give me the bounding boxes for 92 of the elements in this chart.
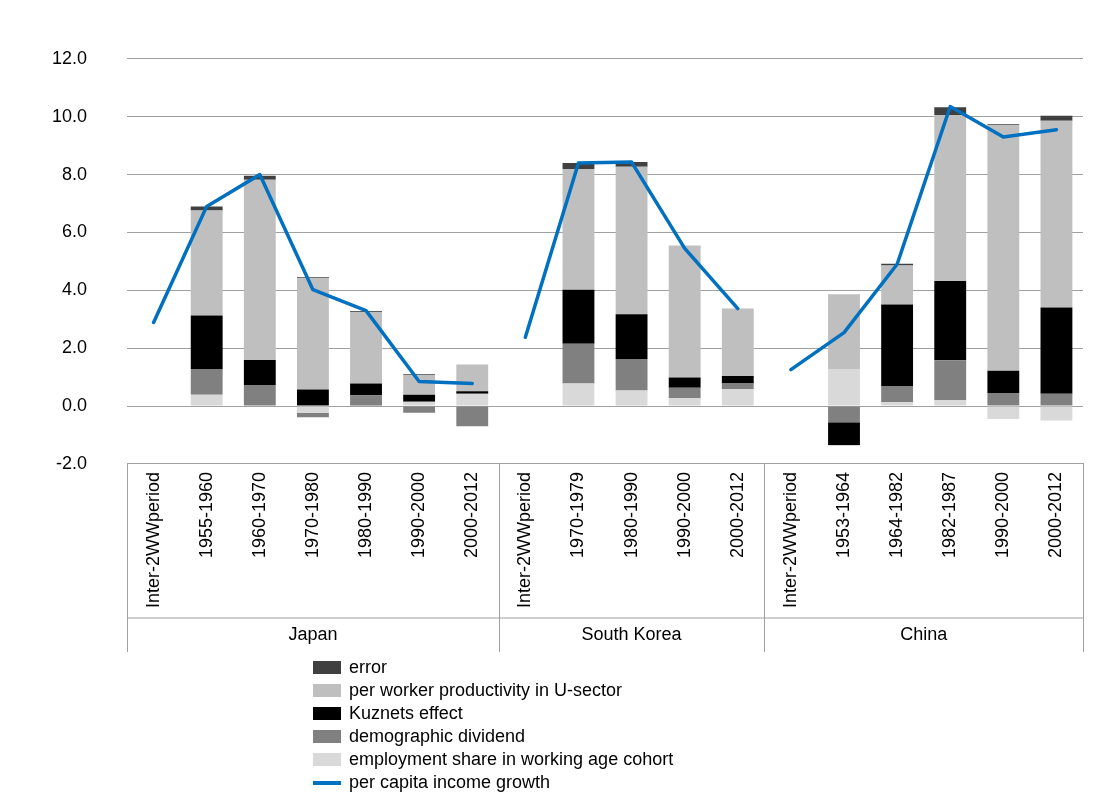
bar (403, 401, 436, 406)
y-tick-label: 8.0 (62, 163, 88, 184)
bar (987, 125, 1020, 371)
bar (350, 395, 382, 406)
x-tick-label: Inter-2WWperiod (779, 471, 800, 609)
bar (668, 377, 701, 388)
bar (190, 210, 223, 316)
bar (456, 393, 489, 406)
bar (243, 179, 276, 361)
y-tick-label: 6.0 (62, 221, 88, 242)
bar (562, 383, 595, 406)
x-tick-label: 1990-2000 (673, 471, 694, 559)
bar (828, 369, 860, 406)
x-tick-label: 1982-1987 (939, 471, 960, 559)
bar (1040, 115, 1073, 121)
x-tick-label: 1953-1964 (832, 471, 853, 559)
bar (562, 343, 595, 384)
x-tick-label: 1955-1960 (195, 471, 216, 559)
bar (668, 245, 701, 378)
legend-label: demographic dividend (349, 725, 526, 748)
text: Japan (288, 623, 338, 644)
x-tick-label: Inter-2WWperiod (514, 471, 535, 609)
bar (562, 169, 595, 290)
bar (562, 289, 595, 344)
x-tick-label: 1980-1990 (620, 471, 641, 559)
x-tick-label: 1964-1982 (886, 471, 907, 559)
y-tick-label: 12.0 (51, 47, 88, 68)
x-tick-label: 1990-2000 (408, 471, 429, 559)
bar (243, 360, 276, 385)
legend-label: error (349, 656, 388, 679)
x-tick-label: 2000-2012 (726, 471, 747, 559)
x-tick-label: 1990-2000 (992, 471, 1013, 559)
y-tick-label: 0.0 (62, 395, 88, 416)
bar (456, 364, 489, 392)
bar (987, 406, 1020, 420)
bar (934, 400, 967, 406)
x-tick-label: Inter-2WWperiod (142, 471, 163, 609)
legend-label: per worker productivity in U-sector (349, 679, 623, 702)
x-tick-label: 1960-1970 (248, 471, 269, 559)
bar (615, 358, 648, 391)
bar (987, 370, 1020, 394)
legend-label: employment share in working age cohort (349, 748, 674, 771)
y-tick-label: 4.0 (62, 279, 88, 300)
x-tick-label: 1970-1979 (567, 471, 588, 559)
x-tick-label: 2000-2012 (1045, 471, 1066, 559)
legend-label: per capita income growth (349, 771, 551, 794)
bar (615, 166, 648, 315)
bar (190, 394, 223, 406)
bar (934, 360, 967, 401)
bar (934, 281, 967, 361)
bar (668, 387, 701, 399)
bar (296, 278, 329, 390)
bar (721, 389, 754, 406)
bar (190, 369, 223, 395)
bar (881, 265, 914, 305)
y-tick-label: 10.0 (51, 105, 88, 126)
bar (456, 406, 489, 427)
bar (1040, 120, 1073, 308)
bar (403, 394, 436, 402)
bar (296, 389, 329, 406)
bar (828, 294, 860, 370)
bar (987, 393, 1020, 406)
bar (403, 406, 436, 413)
bar (1040, 307, 1073, 394)
bar (721, 383, 754, 390)
y-tick-label: -2.0 (56, 452, 88, 473)
bar (668, 398, 701, 406)
bar (243, 384, 276, 406)
bar (881, 402, 914, 406)
bar (615, 314, 648, 359)
bar (881, 386, 914, 403)
bar (828, 422, 860, 446)
legend-label: Kuznets effect (349, 702, 463, 725)
y-tick-label: 2.0 (62, 337, 88, 358)
bar (296, 406, 329, 413)
x-tick-label: 2000-2012 (461, 471, 482, 559)
bar (881, 304, 914, 387)
bar (721, 375, 754, 384)
bar (456, 391, 489, 394)
bar (350, 312, 382, 384)
bar (934, 114, 967, 282)
bar (350, 383, 382, 396)
bar (1040, 406, 1073, 421)
bar (828, 406, 860, 423)
text: China (900, 623, 949, 644)
bar (190, 315, 223, 370)
bar (615, 390, 648, 406)
bar (1040, 393, 1073, 406)
text: South Korea (581, 623, 683, 644)
bar (721, 308, 754, 376)
x-tick-label: 1970-1980 (301, 471, 322, 559)
x-tick-label: 1980-1990 (354, 471, 375, 559)
